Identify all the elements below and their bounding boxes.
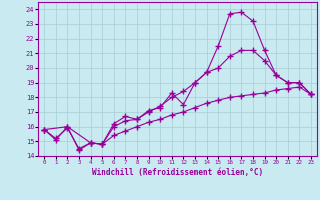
X-axis label: Windchill (Refroidissement éolien,°C): Windchill (Refroidissement éolien,°C) — [92, 168, 263, 177]
